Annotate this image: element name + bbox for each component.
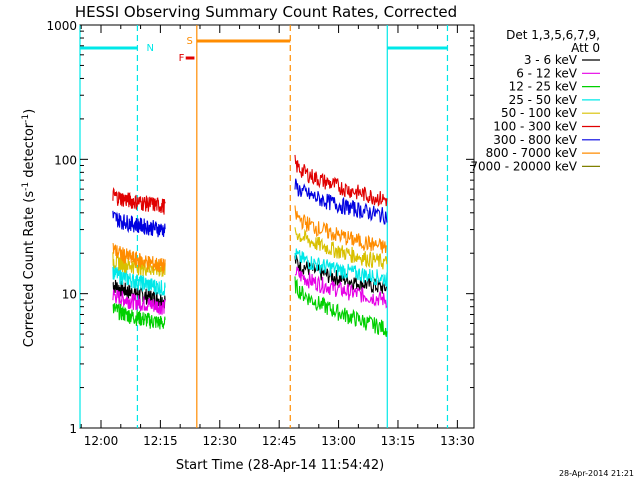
x-tick-label: 12:15 <box>143 434 178 448</box>
y-label-sup2: -1 <box>21 114 31 123</box>
y-tick-label: 1 <box>69 422 77 436</box>
legend-header-detectors: Det 1,3,5,6,7,9, <box>506 28 600 42</box>
series-line-6-b <box>294 178 388 225</box>
chart-title: HESSI Observing Summary Count Rates, Cor… <box>75 3 457 21</box>
y-axis-label: Corrected Count Rate (s-1 detector-1) <box>21 109 37 347</box>
legend-label: 800 - 7000 keV <box>486 146 578 160</box>
legend-label: 12 - 25 keV <box>509 80 578 94</box>
legend-label: 100 - 300 keV <box>493 120 577 134</box>
series-line-5-a <box>112 187 166 215</box>
x-tick-label: 13:15 <box>381 434 416 448</box>
legend-label: 7000 - 20000 keV <box>470 159 577 173</box>
legend-label: 50 - 100 keV <box>501 106 578 120</box>
x-axis-label: Start Time (28-Apr-14 11:54:42) <box>176 458 384 473</box>
series-line-3-a <box>112 265 166 297</box>
series-line-1-a <box>112 289 166 315</box>
annotation-f: F <box>179 53 185 64</box>
series-line-3-b <box>294 248 388 288</box>
series-line-5-b <box>294 154 388 207</box>
x-tick-label: 13:00 <box>321 434 356 448</box>
series-line-2-a <box>112 303 166 330</box>
y-label-main: Corrected Count Rate (s <box>22 191 37 348</box>
legend-label: 300 - 800 keV <box>493 133 577 147</box>
legend-label: 6 - 12 keV <box>516 66 578 80</box>
series-line-2-b <box>294 276 388 337</box>
y-tick-label: 1000 <box>46 19 77 33</box>
x-tick-label: 13:30 <box>440 434 475 448</box>
footer-timestamp: 28-Apr-2014 21:21 <box>559 469 634 478</box>
x-tick-label: 12:45 <box>262 434 297 448</box>
y-label-sup1: -1 <box>21 182 31 191</box>
y-tick-label: 10 <box>62 288 77 302</box>
x-tick-label: 12:00 <box>84 434 119 448</box>
legend-header-attenuator: Att 0 <box>571 41 600 55</box>
legend-label: 25 - 50 keV <box>509 93 578 107</box>
x-tick-label: 12:30 <box>202 434 237 448</box>
series-line-6-a <box>112 210 166 238</box>
series-line-4-b <box>294 227 388 270</box>
y-label-end: ) <box>22 109 37 114</box>
series-line-0-a <box>112 279 166 309</box>
annotation-n: N <box>147 43 154 54</box>
y-tick-label: 100 <box>54 153 77 167</box>
annotation-s: S <box>187 36 193 47</box>
series-line-7-a <box>112 243 166 274</box>
series-line-7-b <box>294 205 387 254</box>
y-label-mid: detector <box>22 122 37 182</box>
series-line-1-b <box>294 266 388 309</box>
legend-label: 3 - 6 keV <box>524 53 578 67</box>
